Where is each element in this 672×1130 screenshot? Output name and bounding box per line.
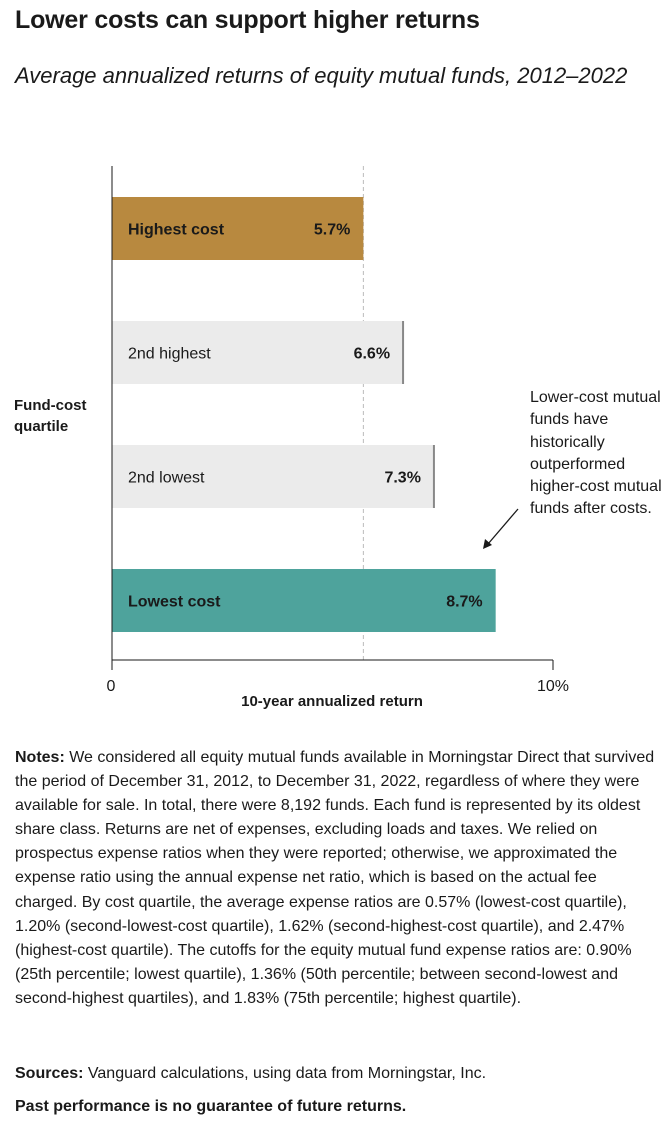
data-label: 5.7% xyxy=(314,222,350,239)
bar-chart: Highest cost 5.7% 2nd highest 6.6% 2nd lowes… xyxy=(107,166,569,710)
chart-subtitle: Average annualized returns of equity mut… xyxy=(15,63,628,88)
bar xyxy=(112,445,434,508)
data-label: 6.6% xyxy=(354,346,390,363)
data-label: 7.3% xyxy=(384,470,420,487)
category-label: Lowest cost xyxy=(128,594,221,611)
y-axis-label: Fund-cost quartile xyxy=(14,397,87,435)
bar xyxy=(112,321,404,384)
notes-text: We considered all equity mutual funds av… xyxy=(15,749,655,1007)
x-tick-label: 10% xyxy=(537,678,569,695)
x-axis-label: 10-year annualized return xyxy=(241,693,423,710)
annotation-arrow-line xyxy=(487,508,519,545)
category-label: Highest cost xyxy=(128,222,225,239)
bar xyxy=(112,197,364,260)
annotation-arrow-head xyxy=(483,539,492,549)
chart-annotation: Lower-cost mutual funds have historicall… xyxy=(530,389,662,518)
category-label: 2nd highest xyxy=(128,346,211,363)
chart-marks: Highest cost 5.7% 2nd highest 6.6% 2nd lowes… xyxy=(107,166,569,710)
disclaimer: Past performance is no guarantee of futu… xyxy=(15,1098,407,1115)
notes-label: Notes: xyxy=(15,749,65,766)
data-label: 8.7% xyxy=(446,594,482,611)
bar xyxy=(112,569,496,632)
sources-text: Vanguard calculations, using data from M… xyxy=(83,1065,487,1082)
category-label: 2nd lowest xyxy=(128,470,205,487)
sources-label: Sources: xyxy=(15,1065,84,1082)
notes: Notes: We considered all equity mutual f… xyxy=(15,746,660,1011)
x-tick-label: 0 xyxy=(107,678,116,695)
chart-title: Lower costs can support higher returns xyxy=(15,6,480,34)
sources: Sources: Vanguard calculations, using da… xyxy=(15,1062,660,1086)
